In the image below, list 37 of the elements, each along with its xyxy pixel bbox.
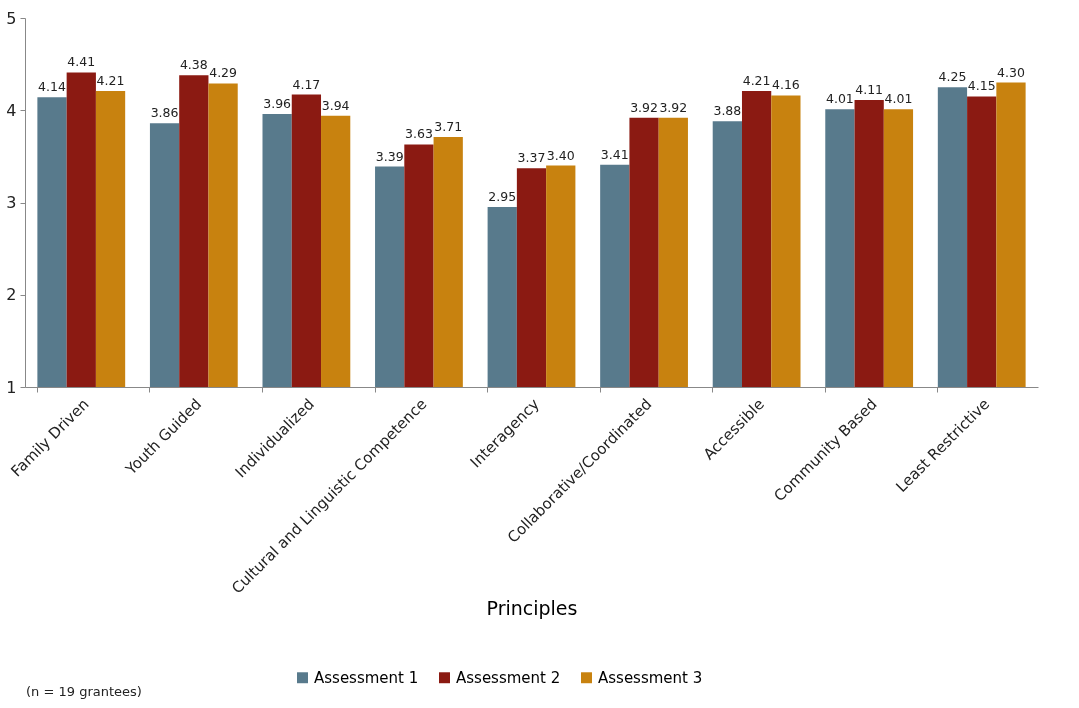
data-label: 4.17: [292, 76, 321, 92]
y-tick-label: 5: [6, 8, 17, 28]
x-axis-title: Principles: [486, 596, 578, 619]
data-label: 3.40: [546, 147, 575, 163]
data-label: 4.41: [67, 54, 96, 70]
data-label: 3.37: [517, 150, 546, 166]
data-label: 4.29: [209, 65, 238, 81]
data-label: 3.96: [263, 95, 292, 111]
y-tick-label: 3: [6, 193, 17, 212]
data-label: 4.38: [179, 57, 208, 73]
legend-label: Assessment 3: [598, 668, 703, 687]
y-tick-label: 4: [6, 100, 17, 120]
y-tick-label: 1: [6, 377, 17, 397]
data-label: 4.16: [771, 77, 800, 93]
data-label: 4.15: [967, 78, 996, 94]
data-label: 3.71: [434, 119, 463, 134]
data-label: 3.92: [630, 99, 658, 115]
legend-label: Assessment 1: [314, 668, 419, 687]
text: (n = 19 grantees): [26, 684, 142, 699]
data-label: 4.01: [825, 91, 854, 107]
data-label: 3.63: [405, 126, 433, 142]
data-label: 4.01: [884, 91, 913, 107]
data-label: 4.25: [938, 69, 967, 85]
data-label: 3.86: [150, 105, 179, 121]
data-label: 4.21: [742, 72, 771, 88]
y-tick-label: 2: [6, 285, 17, 305]
data-label: 3.39: [375, 148, 404, 164]
data-label: 2.95: [488, 189, 517, 205]
data-label: 3.92: [659, 99, 688, 115]
data-label: 4.30: [997, 64, 1025, 80]
data-label: 4.14: [38, 79, 66, 95]
data-label: 3.88: [713, 103, 742, 119]
legend-label: Assessment 2: [456, 668, 561, 687]
data-label: 4.21: [96, 72, 125, 88]
data-label: 4.11: [855, 82, 884, 98]
data-label: 3.41: [600, 146, 629, 162]
data-label: 3.94: [321, 97, 350, 113]
